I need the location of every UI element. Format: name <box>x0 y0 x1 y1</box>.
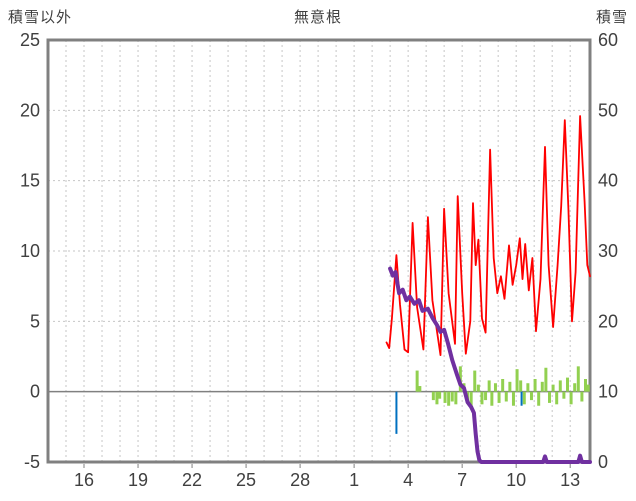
left-axis-title: 積雪以外 <box>8 9 73 26</box>
svg-text:25: 25 <box>20 30 40 50</box>
svg-text:1: 1 <box>349 470 359 490</box>
svg-text:-5: -5 <box>24 452 40 472</box>
svg-text:7: 7 <box>457 470 467 490</box>
right-axis-title: 積雪 <box>595 9 628 26</box>
svg-text:25: 25 <box>236 470 256 490</box>
svg-text:20: 20 <box>598 311 618 331</box>
svg-text:60: 60 <box>598 30 618 50</box>
svg-text:10: 10 <box>598 382 618 402</box>
svg-text:30: 30 <box>598 241 618 261</box>
svg-text:15: 15 <box>20 171 40 191</box>
svg-text:16: 16 <box>74 470 94 490</box>
svg-text:10: 10 <box>506 470 526 490</box>
svg-text:4: 4 <box>403 470 413 490</box>
chart-title: 無意根 <box>293 9 342 26</box>
svg-text:10: 10 <box>20 241 40 261</box>
svg-text:13: 13 <box>560 470 580 490</box>
svg-text:19: 19 <box>128 470 148 490</box>
svg-text:22: 22 <box>182 470 202 490</box>
svg-text:40: 40 <box>598 171 618 191</box>
svg-text:5: 5 <box>30 311 40 331</box>
svg-text:0: 0 <box>30 382 40 402</box>
svg-text:20: 20 <box>20 100 40 120</box>
svg-text:50: 50 <box>598 100 618 120</box>
svg-text:28: 28 <box>290 470 310 490</box>
svg-text:0: 0 <box>598 452 608 472</box>
